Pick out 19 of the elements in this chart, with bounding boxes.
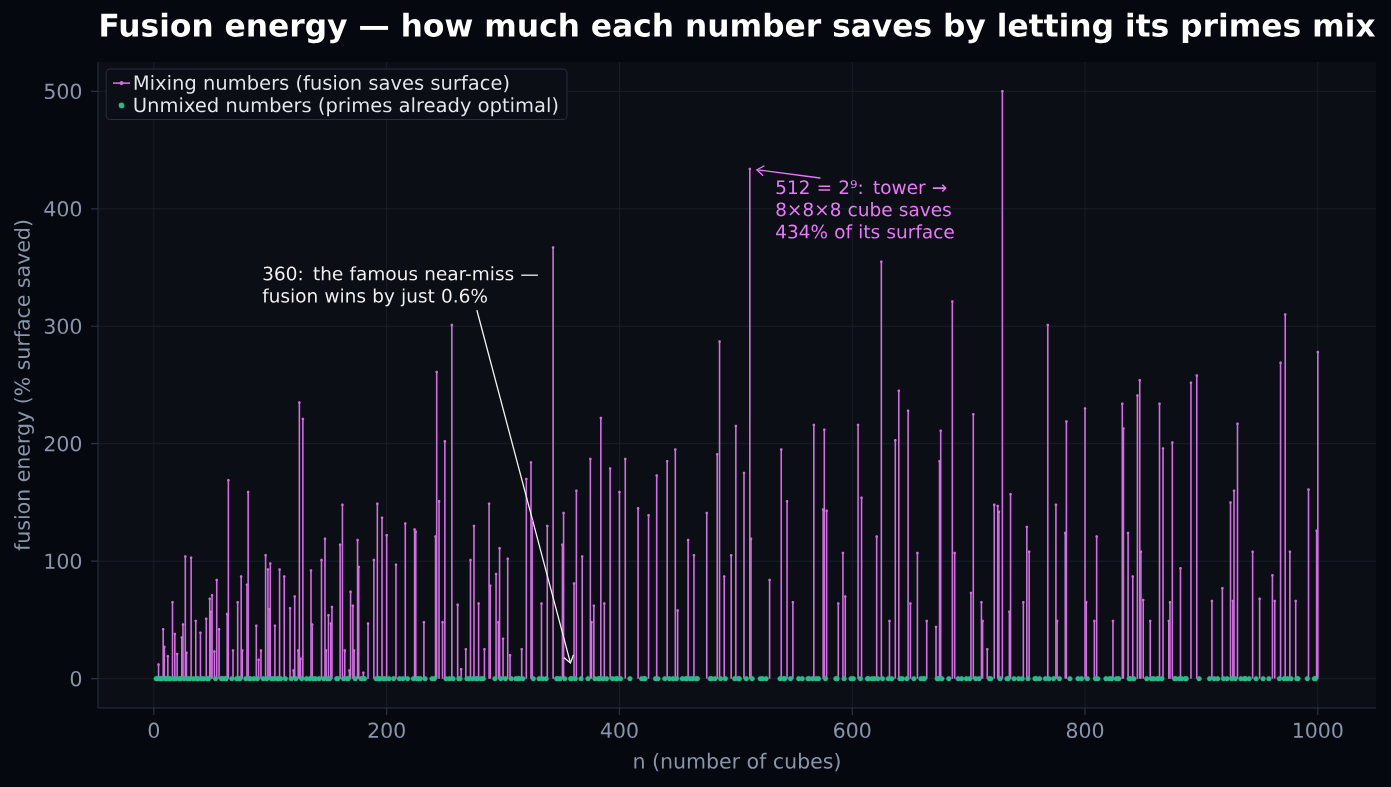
y-tick-label: 400 xyxy=(44,201,82,217)
y-axis-title: fusion energy (% surface saved) xyxy=(14,220,34,551)
x-tick-label: 200 xyxy=(368,722,405,739)
y-tick-label: 200 xyxy=(44,435,82,452)
x-tick-label: 400 xyxy=(600,722,638,739)
y-tick-label: 100 xyxy=(45,553,82,569)
legend-label: Unmixed numbers (primes already optimal) xyxy=(134,97,558,117)
x-tick-label: 800 xyxy=(1066,722,1104,739)
annotation: 512 = 2⁹: tower → 8×8×8 cube saves 434% of its surface xyxy=(776,180,954,239)
y-tick-label: 300 xyxy=(44,318,82,335)
y-tick-label: 500 xyxy=(44,83,82,100)
annotation: 360: the famous near-miss — fusion wins by just 0.6% xyxy=(262,266,538,307)
legend-label: Mixing numbers (fusion saves surface) xyxy=(134,74,509,94)
x-tick-label: 600 xyxy=(834,722,871,739)
chart-title: Fusion energy — how much each number saves by letting its primes mix xyxy=(101,12,1376,44)
x-tick-label: 0 xyxy=(148,722,160,739)
x-tick-label: 1000 xyxy=(1293,722,1343,739)
x-axis-title: n (number of cubes) xyxy=(634,752,840,772)
y-tick-label: 0 xyxy=(70,670,82,687)
